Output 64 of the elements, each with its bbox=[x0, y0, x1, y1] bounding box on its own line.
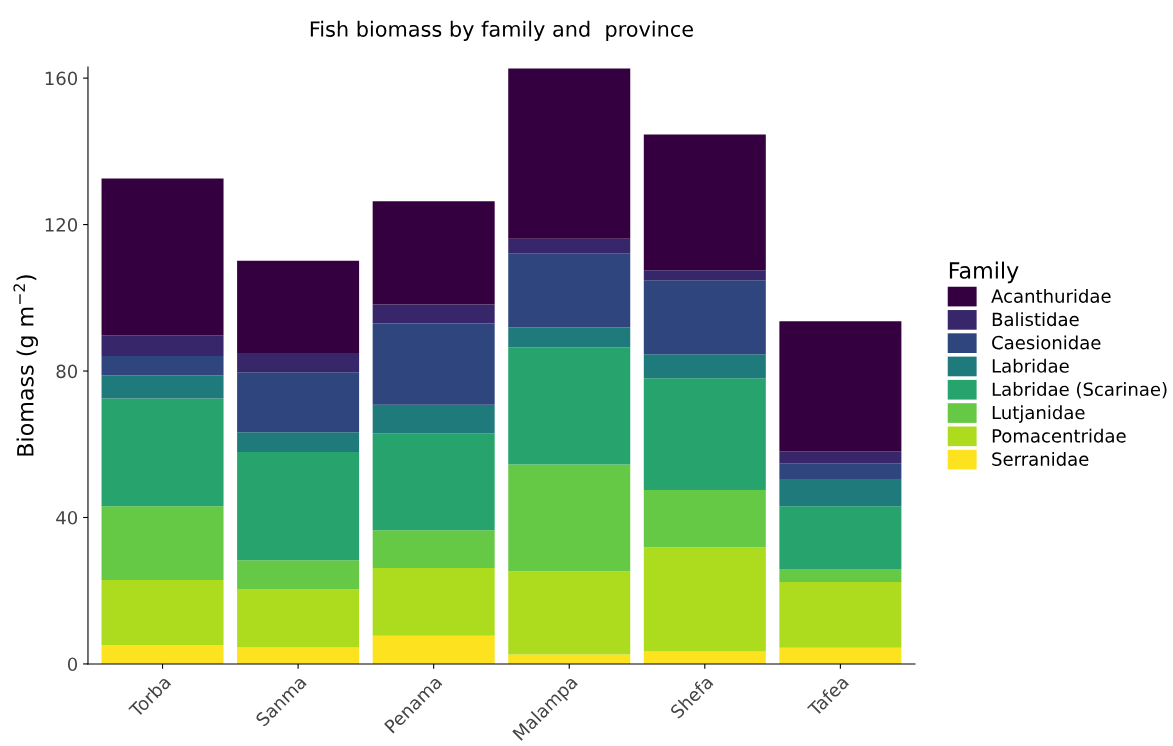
bar bbox=[508, 654, 631, 664]
bar bbox=[237, 647, 360, 664]
bar bbox=[372, 201, 495, 305]
bar bbox=[372, 304, 495, 324]
y-tick-label: 160 bbox=[45, 71, 78, 86]
bar bbox=[237, 353, 360, 373]
bar bbox=[779, 463, 902, 480]
legend-label: Pomacentridae bbox=[992, 428, 1126, 443]
bar bbox=[372, 433, 495, 531]
bar bbox=[372, 530, 495, 569]
bar bbox=[643, 651, 766, 664]
bar bbox=[101, 398, 224, 507]
bar bbox=[101, 356, 224, 376]
bar bbox=[237, 372, 360, 433]
y-axis-title: Biomass (g m$^{−2}$) bbox=[13, 275, 39, 456]
bar bbox=[372, 323, 495, 405]
chart-title: Fish biomass by family and province bbox=[310, 20, 693, 41]
bar bbox=[101, 506, 224, 581]
bar bbox=[101, 644, 224, 664]
bar bbox=[237, 451, 360, 561]
bar bbox=[372, 404, 495, 434]
bar bbox=[779, 451, 902, 464]
bar bbox=[508, 464, 631, 572]
bar bbox=[508, 253, 631, 328]
bar bbox=[779, 647, 902, 664]
bar bbox=[779, 569, 902, 582]
legend-label: Labridae bbox=[992, 358, 1069, 373]
bar bbox=[372, 635, 495, 664]
bar bbox=[643, 134, 766, 271]
bar bbox=[643, 354, 766, 379]
bar bbox=[101, 178, 224, 336]
bar bbox=[508, 238, 631, 254]
bar bbox=[372, 568, 495, 636]
y-tick-label: 120 bbox=[45, 218, 78, 232]
bar bbox=[643, 378, 766, 491]
bar bbox=[101, 335, 224, 357]
bar bbox=[779, 479, 902, 507]
bar bbox=[643, 270, 766, 281]
bar bbox=[237, 260, 360, 354]
bar bbox=[643, 547, 766, 652]
bar bbox=[237, 560, 360, 590]
legend-title: Family bbox=[949, 261, 1019, 284]
y-tick-label: 80 bbox=[56, 364, 78, 379]
bar bbox=[237, 589, 360, 648]
bar bbox=[101, 580, 224, 645]
bar bbox=[643, 490, 766, 548]
bar bbox=[508, 327, 631, 348]
y-tick-label: 0 bbox=[67, 657, 78, 672]
legend-label: Labridae (Scarinae) bbox=[992, 382, 1167, 399]
legend-label: Serranidae bbox=[992, 451, 1089, 466]
bar bbox=[779, 506, 902, 570]
bar bbox=[101, 375, 224, 399]
bar bbox=[508, 347, 631, 465]
bar bbox=[779, 581, 902, 648]
y-tick-label: 40 bbox=[56, 510, 78, 525]
bar bbox=[508, 68, 631, 239]
bar bbox=[237, 432, 360, 452]
legend-label: Acanthuridae bbox=[991, 288, 1111, 303]
legend-label: Caesionidae bbox=[992, 335, 1101, 350]
legend-label: Lutjanidae bbox=[992, 405, 1085, 423]
bar bbox=[779, 321, 902, 452]
bar bbox=[643, 280, 766, 355]
legend-label: Balistidae bbox=[992, 312, 1079, 327]
bar bbox=[508, 571, 631, 655]
